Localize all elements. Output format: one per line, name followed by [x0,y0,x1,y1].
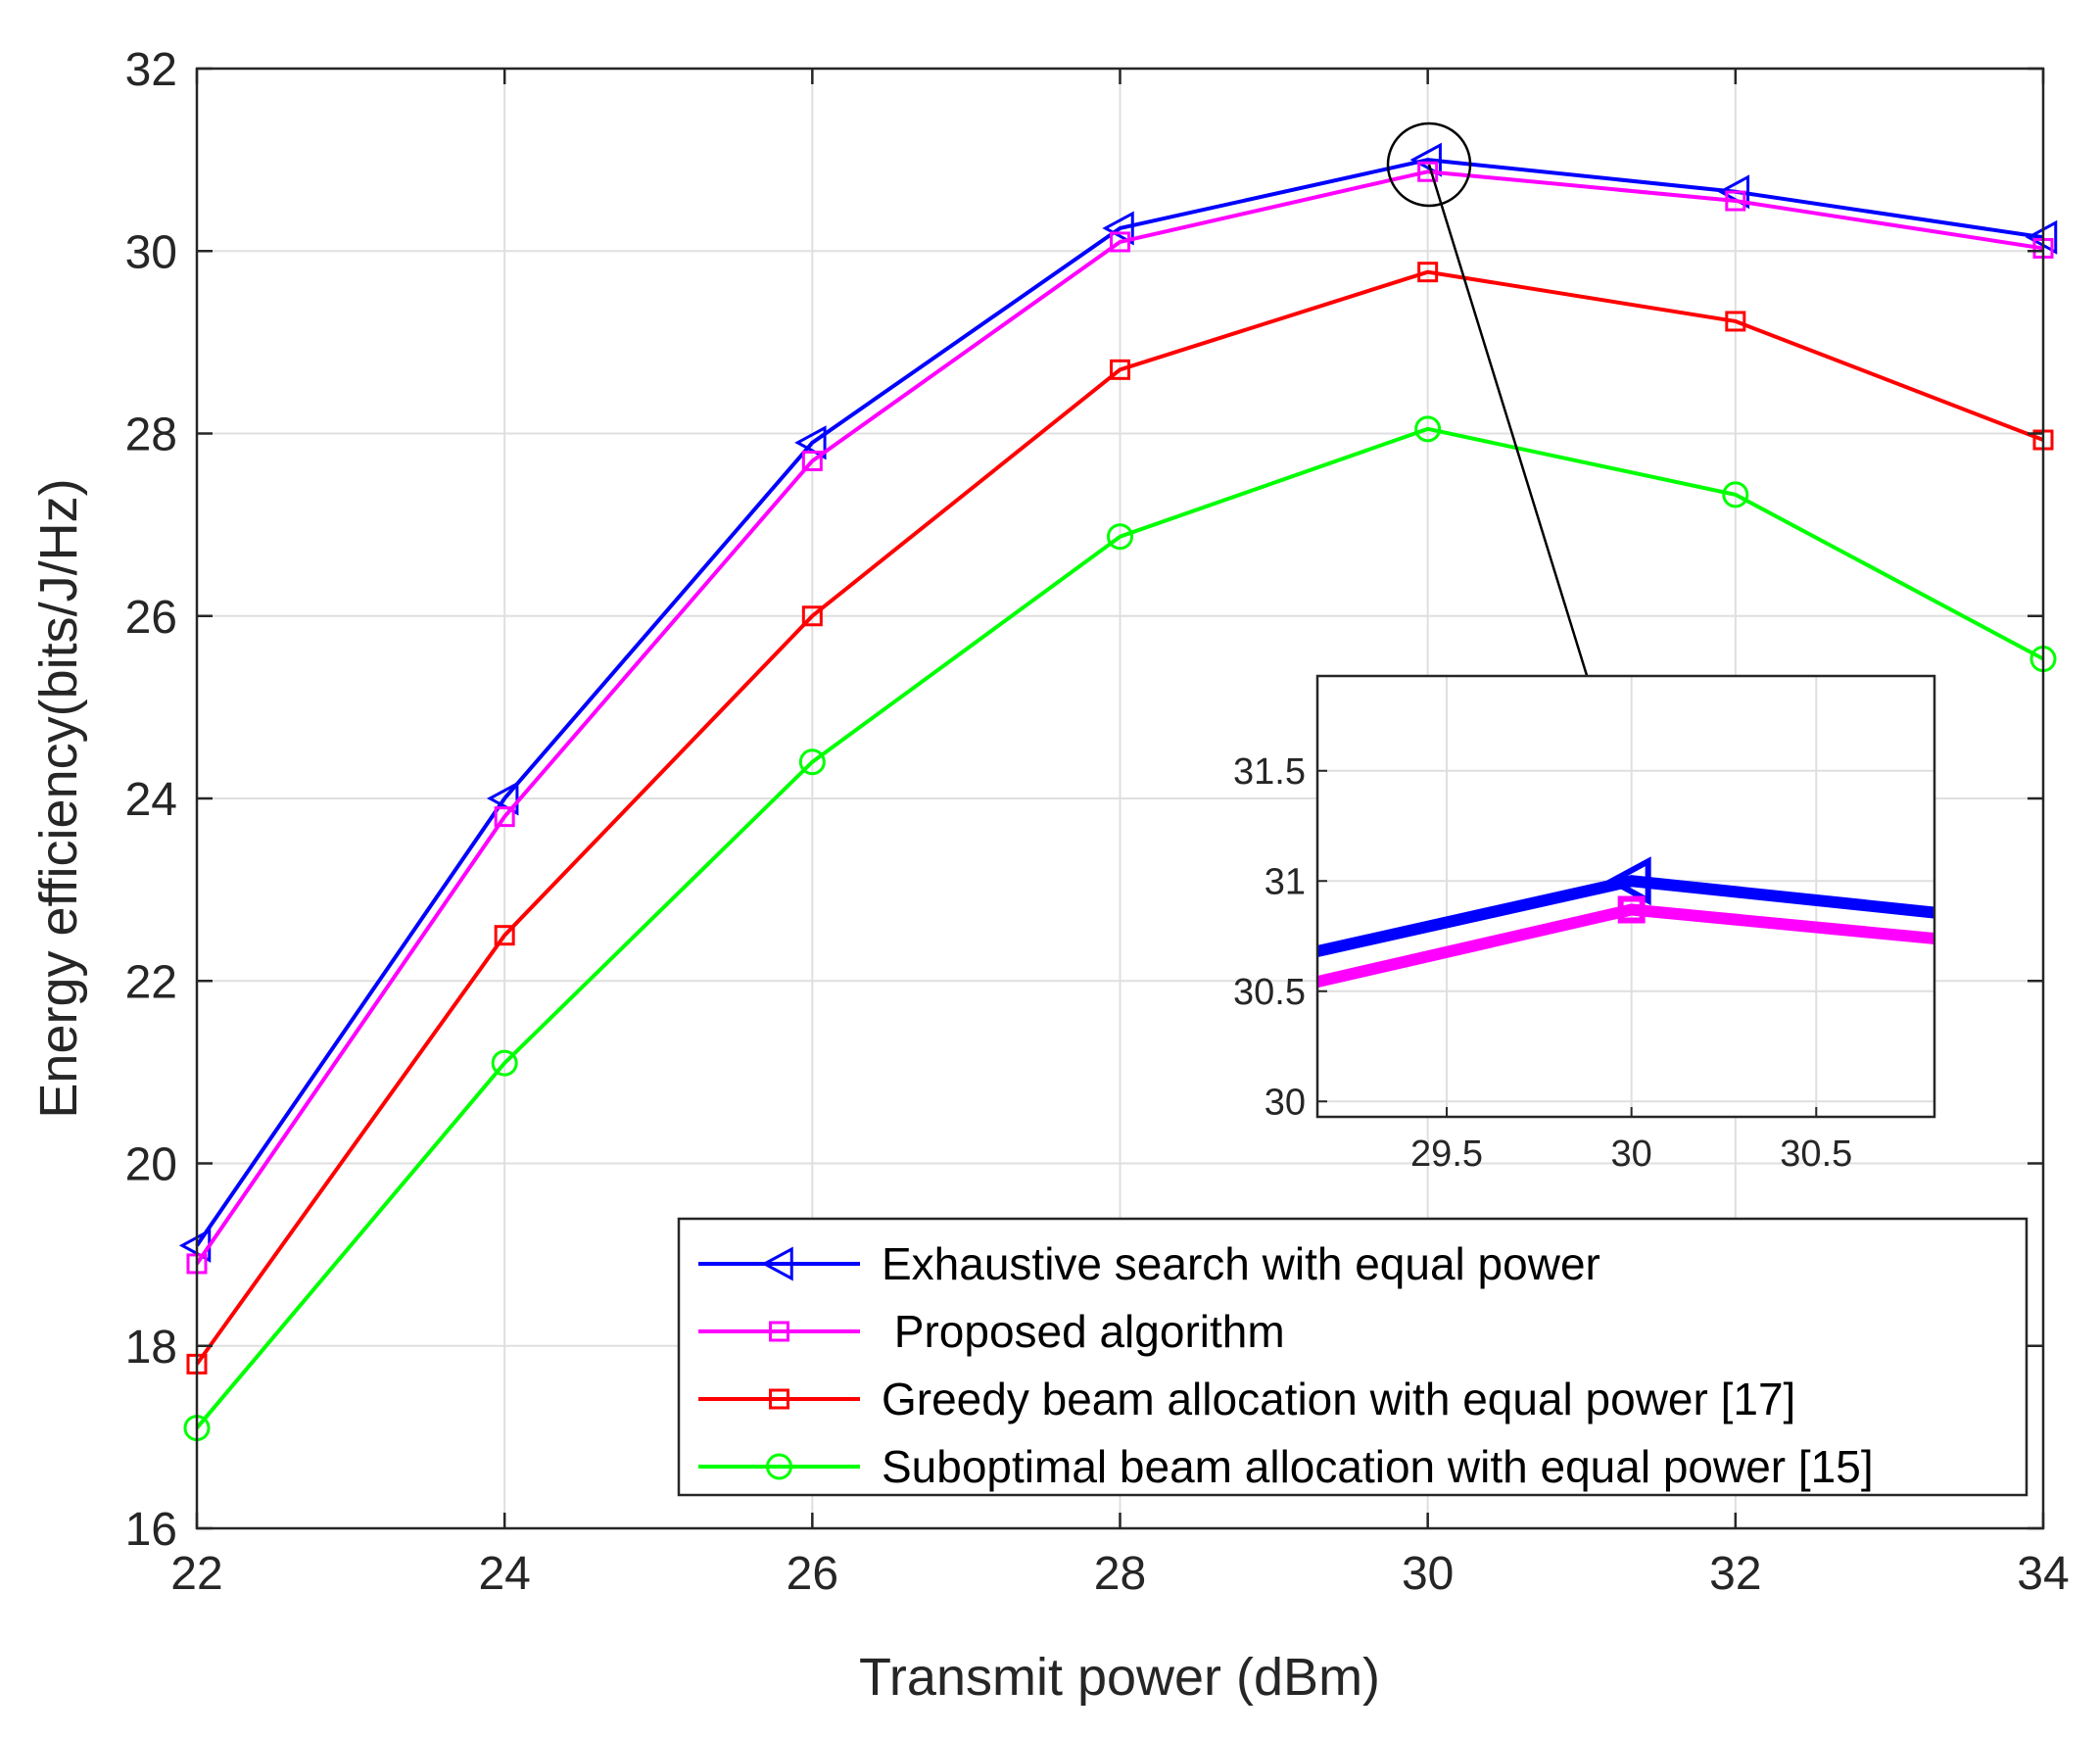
inset-data-point-proposed-algorithm-30 [1617,895,1646,924]
y-tick-label-28: 28 [125,410,177,461]
x-tick-label-28: 28 [1094,1548,1146,1600]
y-tick-label-22: 22 [125,956,177,1008]
legend-marker-proposed-algorithm [769,1321,789,1342]
x-tick-label-22: 22 [170,1548,222,1600]
legend-entry-greedy-beam-allocation-with-equal-power-17: Greedy beam allocation with equal power … [698,1374,1795,1424]
legend-label-exhaustive-search-with-equal-power: Exhaustive search with equal power [882,1238,1600,1289]
inset-plot-frame [1315,674,1936,1119]
inset-tick-labels: 29.5 30 30.5 30 30.5 31 31.5 [1233,751,1852,1175]
x-tick-label-34: 34 [2017,1548,2069,1600]
y-tick-label-20: 20 [125,1139,177,1191]
data-point-greedy-beam-allocation-with-equal-power-17-28 [1110,359,1130,380]
legend-label-proposed-algorithm: Proposed algorithm [882,1306,1285,1357]
inset-y-tick-label-31.5: 31.5 [1233,751,1306,793]
legend-entry-proposed-algorithm: Proposed algorithm [698,1306,1285,1357]
inset-series-exhaustive-search-with-equal-power [1317,856,1934,958]
data-point-exhaustive-search-with-equal-power-30 [1409,142,1442,177]
legend-entry-suboptimal-beam-allocation-with-equal-power-15: Suboptimal beam allocation with equal po… [698,1441,1874,1492]
data-point-exhaustive-search-with-equal-power-24 [487,781,519,816]
legend-marker-suboptimal-beam-allocation-with-equal-power-15 [766,1453,792,1480]
inset-series-line-proposed-algorithm [1317,903,1934,989]
zoom-arrow-shaft [1427,164,1616,765]
x-tick-label-32: 32 [1709,1548,1761,1600]
data-point-proposed-algorithm-30 [1417,161,1439,182]
data-point-proposed-algorithm-24 [494,806,515,828]
data-point-suboptimal-beam-allocation-with-equal-power-15-30 [1414,415,1442,443]
y-tick-label-32: 32 [125,44,177,96]
legend-marker-greedy-beam-allocation-with-equal-power-17 [769,1388,789,1410]
main-series [178,142,2058,1442]
main-ticks [195,67,2045,1530]
data-point-suboptimal-beam-allocation-with-equal-power-15-28 [1107,523,1133,551]
legend-label-greedy-beam-allocation-with-equal-power-17: Greedy beam allocation with equal power … [882,1374,1795,1424]
data-point-greedy-beam-allocation-with-equal-power-17-32 [1725,311,1746,332]
main-tick-labels: 22 24 26 28 30 32 34 16 18 20 22 24 26 28 30 32 [125,44,2070,1600]
data-point-greedy-beam-allocation-with-equal-power-17-30 [1417,262,1439,283]
inset-x-tick-label-30.5: 30.5 [1780,1134,1852,1175]
data-point-suboptimal-beam-allocation-with-equal-power-15-24 [491,1049,518,1077]
inset-series-line-exhaustive-search-with-equal-power [1317,875,1934,958]
inset-y-tick-label-30.5: 30.5 [1233,972,1306,1013]
legend-box [677,1217,2028,1497]
data-point-proposed-algorithm-26 [801,450,823,471]
series-line-greedy-beam-allocation-with-equal-power-17 [195,269,2044,1366]
inset-data-point-exhaustive-search-with-equal-power-30 [1605,856,1651,906]
y-tick-label-26: 26 [125,592,177,644]
series-line-suboptimal-beam-allocation-with-equal-power-15 [195,426,2044,1429]
legend-entries: Exhaustive search with equal power Propo… [698,1238,1874,1492]
data-point-greedy-beam-allocation-with-equal-power-17-26 [801,605,823,627]
y-tick-label-30: 30 [125,226,177,278]
inset-plot: 29.5 30 30.5 30 30.5 31 31.5 [1233,674,1936,1175]
data-point-suboptimal-beam-allocation-with-equal-power-15-32 [1722,481,1749,508]
inset-grid [1317,676,1934,1117]
y-tick-label-24: 24 [125,774,177,826]
data-point-greedy-beam-allocation-with-equal-power-17-24 [494,925,515,946]
data-point-proposed-algorithm-28 [1110,231,1130,253]
legend-entry-exhaustive-search-with-equal-power: Exhaustive search with equal power [698,1238,1600,1289]
inset-series-proposed-algorithm [1317,895,1934,989]
series-line-proposed-algorithm [195,169,2044,1266]
y-tick-label-18: 18 [125,1322,177,1374]
x-axis-label: Transmit power (dBm) [859,1648,1380,1707]
legend: Exhaustive search with equal power Propo… [677,1217,2028,1497]
x-tick-label-30: 30 [1402,1548,1454,1600]
x-tick-label-26: 26 [787,1548,838,1600]
inset-y-tick-label-31: 31 [1265,861,1306,902]
y-axis-label: Energy efficiency(bits/J/Hz) [29,478,88,1118]
inset-ticks [1317,769,1818,1117]
legend-label-suboptimal-beam-allocation-with-equal-power-15: Suboptimal beam allocation with equal po… [882,1441,1874,1492]
y-tick-label-16: 16 [125,1504,177,1556]
data-point-suboptimal-beam-allocation-with-equal-power-15-26 [798,748,826,776]
inset-y-tick-label-30: 30 [1265,1082,1306,1123]
inset-series [1317,856,1934,989]
inset-x-tick-label-29.5: 29.5 [1410,1134,1483,1175]
series-proposed-algorithm [186,161,2054,1275]
x-tick-label-24: 24 [478,1548,530,1600]
data-point-proposed-algorithm-32 [1725,190,1746,212]
data-point-exhaustive-search-with-equal-power-28 [1102,211,1134,246]
legend-marker-exhaustive-search-with-equal-power [761,1246,793,1281]
zoom-circle [1386,121,1472,208]
inset-x-tick-label-30: 30 [1611,1134,1652,1175]
data-point-exhaustive-search-with-equal-power-26 [794,425,827,460]
